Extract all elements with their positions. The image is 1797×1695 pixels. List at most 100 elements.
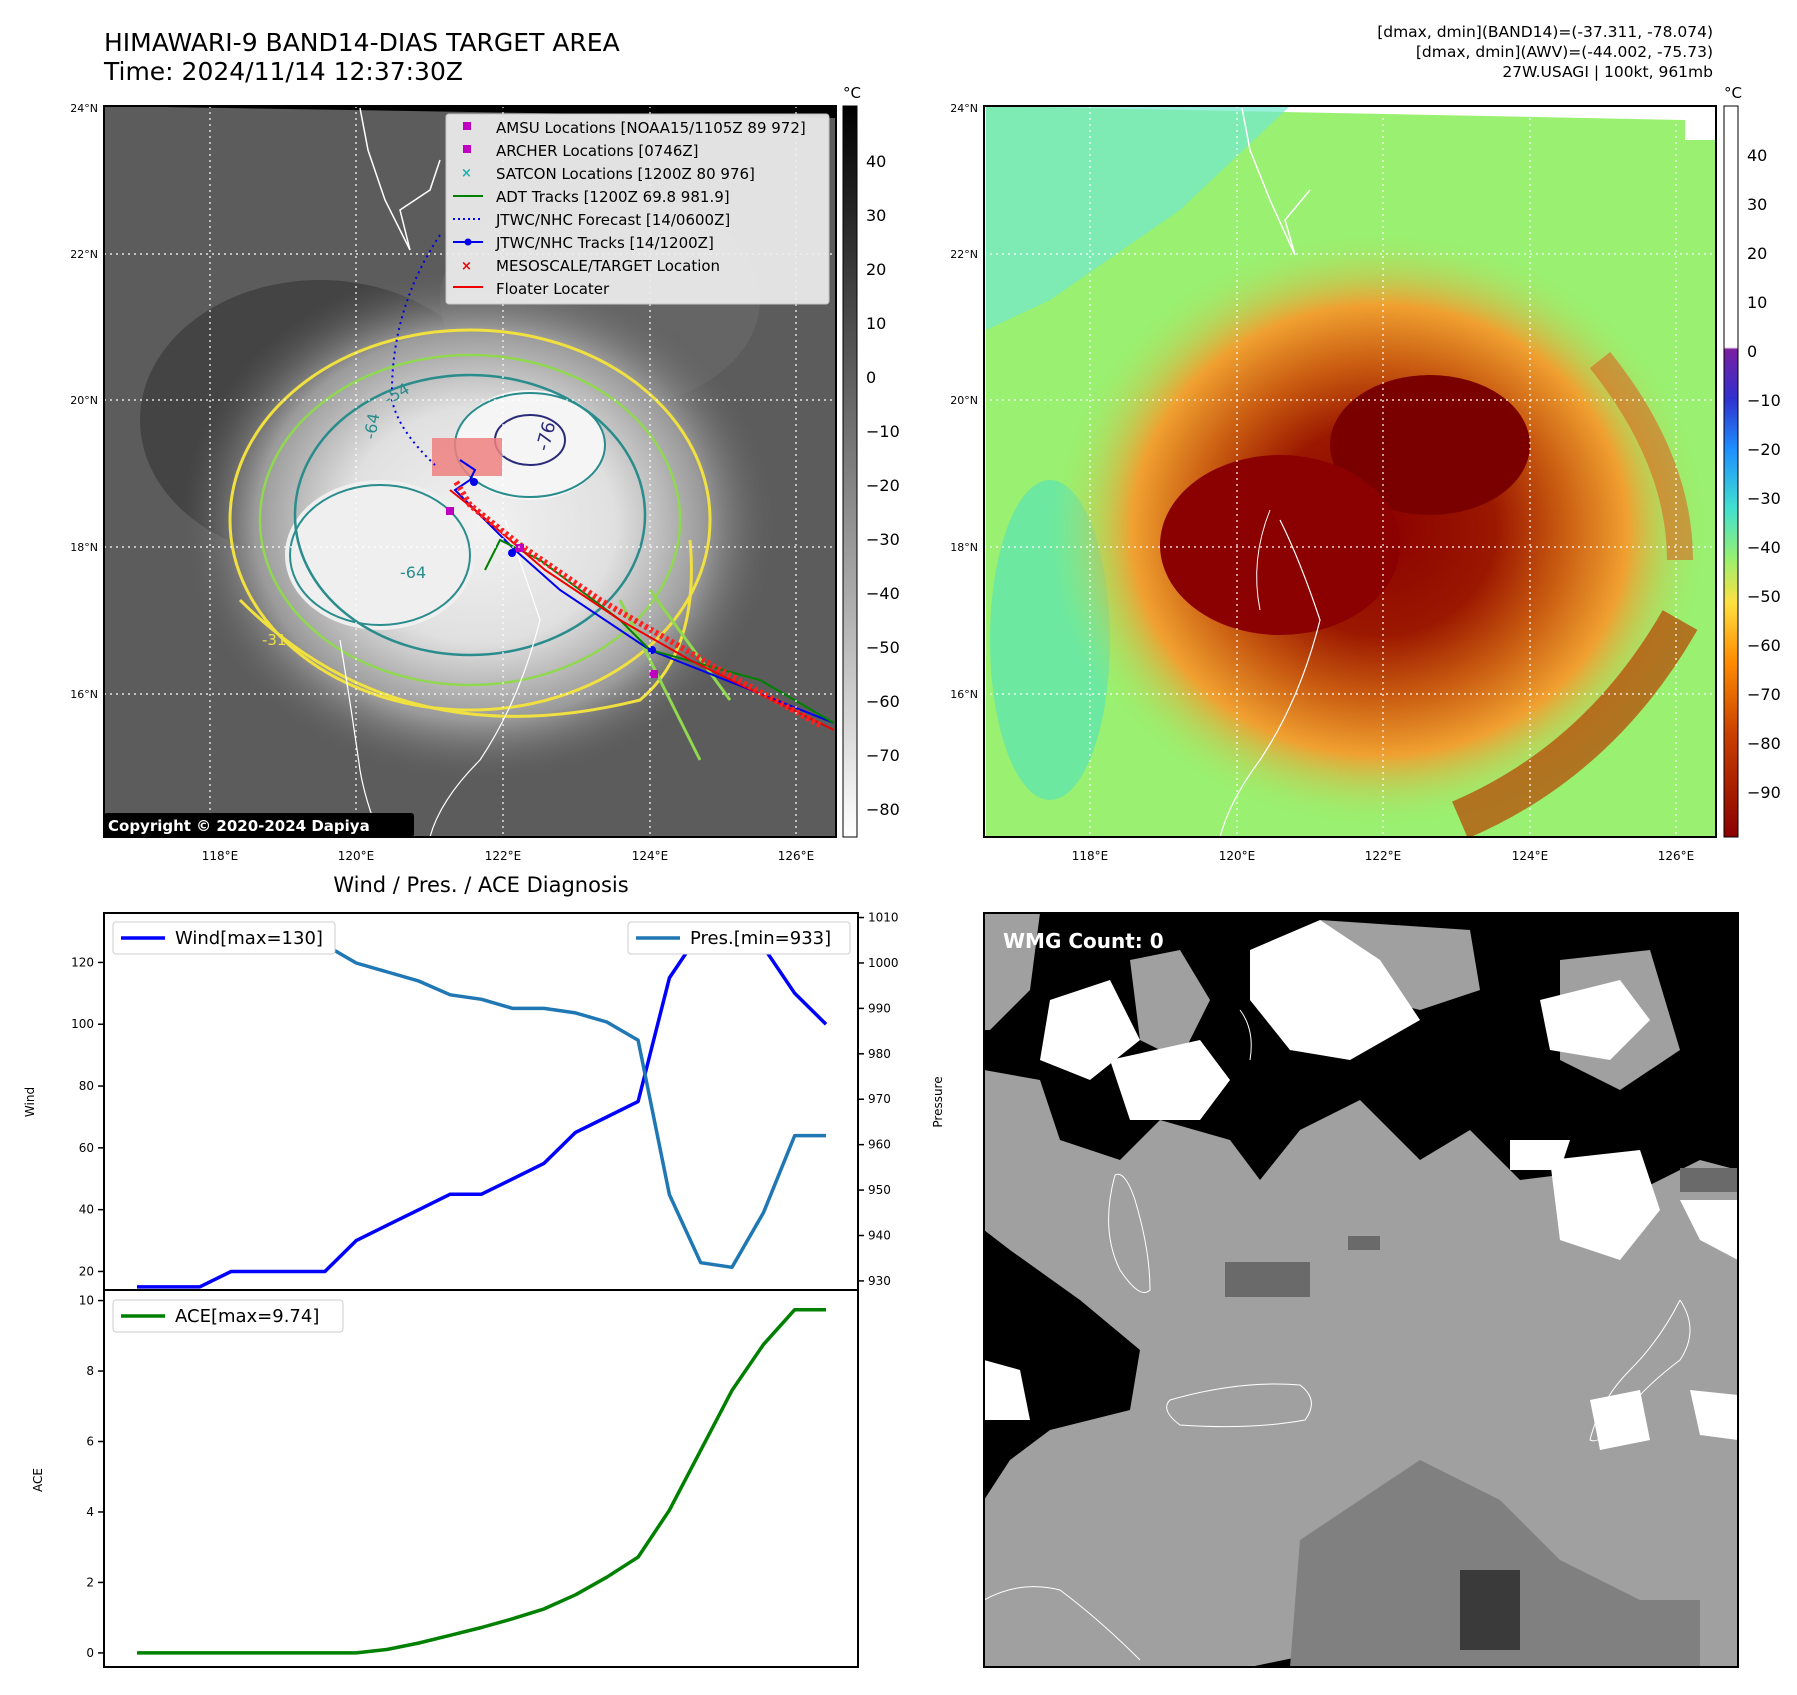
gray-cbar-tick: 0	[866, 368, 876, 387]
lat-tick: 18°N	[950, 541, 978, 554]
ace-tick-label: 10	[79, 1294, 94, 1308]
lat-tick: 22°N	[70, 248, 98, 261]
lat-tick: 18°N	[70, 541, 98, 554]
legend-label: ARCHER Locations [0746Z]	[496, 142, 699, 160]
info-storm: 27W.USAGI | 100kt, 961mb	[1502, 63, 1713, 81]
lat-tick: 20°N	[70, 394, 98, 407]
legend-label: JTWC/NHC Forecast [14/0600Z]	[495, 211, 730, 229]
ace-tick-label: 6	[86, 1435, 94, 1449]
awv-cbar-tick: 20	[1747, 244, 1767, 263]
gray-colorbar	[842, 105, 858, 838]
lon-tick: 122°E	[485, 849, 522, 863]
gray-cbar-tick: −20	[866, 476, 900, 495]
lat-tick: 24°N	[950, 102, 978, 115]
copyright-badge	[104, 813, 414, 837]
lon-tick: 124°E	[1512, 849, 1549, 863]
legend-marker-amsu	[463, 122, 471, 130]
legend-label: JTWC/NHC Tracks [14/1200Z]	[495, 234, 714, 252]
pres-legend-label: Pres.[min=933]	[690, 928, 831, 949]
contour-label: -31	[262, 631, 287, 649]
wmg-panel: WMG Count: 0	[983, 912, 1739, 1668]
legend-marker-target: ×	[461, 259, 472, 274]
lon-tick: 126°E	[778, 849, 815, 863]
lat-tick: 24°N	[70, 102, 98, 115]
pressure-tick-label: 940	[868, 1228, 891, 1242]
awv-cbar-tick: −40	[1747, 538, 1781, 557]
awv-cbar-tick: 30	[1747, 195, 1767, 214]
ace-chart: 10 8 6 4 2 0 ACE ACE[max=9.74]	[31, 1289, 859, 1668]
lon-tick: 120°E	[1219, 849, 1256, 863]
ace-tick-label: 2	[86, 1575, 94, 1589]
wind-pressure-chart: 120 100 80 60 40 20 1010 1000 990 980 970 960 950 94…	[23, 911, 945, 1291]
awv-cbar-tick: −50	[1747, 587, 1781, 606]
gray-cbar-tick: 20	[866, 260, 886, 279]
diagnosis-title: Wind / Pres. / ACE Diagnosis	[333, 873, 628, 897]
lon-tick: 118°E	[1072, 849, 1109, 863]
lon-tick: 118°E	[202, 849, 239, 863]
wmg-count-label: WMG Count: 0	[1003, 929, 1164, 953]
awv-cbar-tick: −90	[1747, 783, 1781, 802]
ace-series-line	[137, 1307, 826, 1655]
gray-cbar-tick: −10	[866, 422, 900, 441]
gray-colorbar-unit: °C	[843, 84, 861, 102]
awv-colorbar-unit: °C	[1724, 84, 1742, 102]
pressure-tick-label: 960	[868, 1138, 891, 1152]
awv-cbar-tick: −30	[1747, 489, 1781, 508]
legend-label: AMSU Locations [NOAA15/1105Z 89 972]	[496, 119, 806, 137]
awv-map: 118°E 120°E 122°E 124°E 126°E 24°N 22°N …	[950, 84, 1781, 863]
legend-label: MESOSCALE/TARGET Location	[496, 257, 720, 275]
info-awv: [dmax, dmin](AWV)=(-44.002, -75.73)	[1415, 43, 1713, 61]
lon-tick: 122°E	[1365, 849, 1402, 863]
wind-axis-label: Wind	[23, 1087, 37, 1117]
gray-cbar-tick: 40	[866, 152, 886, 171]
wind-tick-label: 120	[71, 955, 94, 969]
map-legend: × × AMSU Locations [NOAA15/1105Z 89 972]…	[445, 113, 830, 305]
lon-tick: 120°E	[338, 849, 375, 863]
wind-tick-label: 60	[79, 1141, 94, 1155]
band14-map: -76 -64 -64 -54 -31 × × AMSU Locations […	[70, 84, 900, 863]
gray-cbar-tick: −80	[866, 800, 900, 819]
gray-cbar-tick: −60	[866, 692, 900, 711]
lat-tick: 16°N	[70, 688, 98, 701]
awv-cbar-tick: 40	[1747, 146, 1767, 165]
awv-cbar-tick: −60	[1747, 636, 1781, 655]
pressure-tick-label: 980	[868, 1047, 891, 1061]
awv-cbar-tick: −10	[1747, 391, 1781, 410]
ace-legend-label: ACE[max=9.74]	[175, 1306, 319, 1327]
lat-tick: 16°N	[950, 688, 978, 701]
legend-dot-tracks	[464, 238, 472, 246]
legend-marker-archer	[463, 145, 471, 153]
awv-cbar-tick: 10	[1747, 293, 1767, 312]
copyright-text: Copyright © 2020-2024 Dapiya	[108, 817, 370, 835]
legend-marker-satcon: ×	[461, 166, 472, 181]
wind-tick-label: 100	[71, 1017, 94, 1031]
awv-cbar-tick: −20	[1747, 440, 1781, 459]
ace-legend-box	[112, 1299, 344, 1333]
pressure-axis-label: Pressure	[931, 1076, 945, 1127]
gray-cbar-tick: −40	[866, 584, 900, 603]
chart-time: Time: 2024/11/14 12:37:30Z	[104, 57, 463, 86]
awv-cbar-tick: −70	[1747, 685, 1781, 704]
diagnosis-panel: Wind / Pres. / ACE Diagnosis 12010080604…	[23, 873, 945, 1668]
awv-cbar-tick: −80	[1747, 734, 1781, 753]
wind-tick-label: 80	[79, 1079, 94, 1093]
gray-cbar-tick: −70	[866, 746, 900, 765]
lat-tick: 22°N	[950, 248, 978, 261]
ace-axis-label: ACE	[31, 1468, 45, 1492]
lon-tick: 124°E	[632, 849, 669, 863]
awv-colorbar	[1723, 105, 1739, 838]
pres-legend-box	[627, 921, 851, 955]
legend-label: ADT Tracks [1200Z 69.8 981.9]	[496, 188, 730, 206]
pressure-tick-label: 1010	[868, 911, 899, 925]
legend-label: SATCON Locations [1200Z 80 976]	[496, 165, 755, 183]
chart-title-block: HIMAWARI-9 BAND14-DIAS TARGET AREA Time:…	[104, 28, 620, 86]
ace-tick-label: 8	[86, 1364, 94, 1378]
ace-tick-label: 0	[86, 1646, 94, 1660]
gray-cbar-tick: −50	[866, 638, 900, 657]
lat-tick: 20°N	[950, 394, 978, 407]
info-band14: [dmax, dmin](BAND14)=(-37.311, -78.074)	[1377, 23, 1713, 41]
gray-cbar-tick: 10	[866, 314, 886, 333]
legend-label: Floater Locater	[496, 280, 610, 298]
contour-label: -64	[400, 563, 426, 582]
ace-tick-label: 4	[86, 1505, 94, 1519]
